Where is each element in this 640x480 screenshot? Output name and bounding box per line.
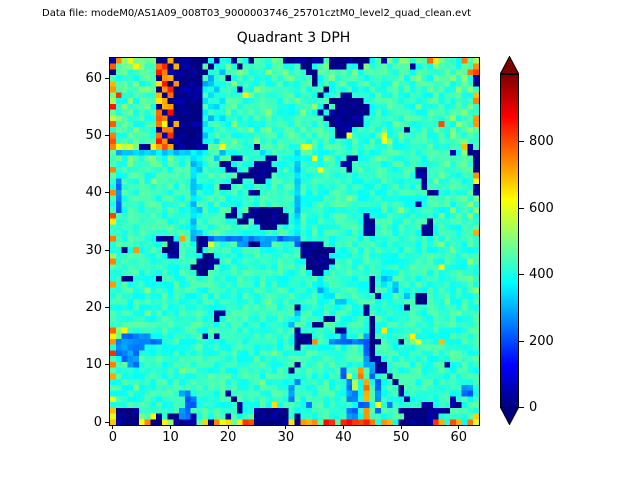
y-tick	[105, 306, 110, 308]
y-tick-label: 30	[85, 242, 102, 258]
colorbar-tick-label: 400	[529, 267, 554, 283]
x-tick-label: 30	[277, 430, 295, 445]
colorbar-arrow-up-icon	[500, 56, 519, 74]
x-tick	[227, 425, 229, 429]
x-tick	[112, 425, 114, 429]
heatmap-image	[110, 58, 479, 425]
y-tick	[105, 77, 110, 79]
x-tick-label: 10	[162, 430, 179, 445]
x-tick	[343, 425, 344, 429]
y-tick	[105, 421, 110, 423]
y-tick-label: 60	[85, 70, 102, 86]
x-tick-label: 40	[335, 430, 352, 445]
y-tick-label: 10	[85, 357, 102, 373]
y-tick-label: 20	[85, 299, 102, 315]
x-tick-label: 50	[392, 430, 410, 445]
x-tick	[170, 425, 172, 429]
colorbar-tick-label: 800	[529, 134, 554, 150]
y-tick	[105, 134, 110, 136]
y-tick	[105, 192, 110, 194]
colorbar-tick	[519, 141, 524, 143]
colorbar-tick-label: 0	[529, 400, 538, 415]
colorbar	[500, 74, 519, 408]
x-tick	[458, 425, 460, 429]
x-tick-label: 0	[108, 430, 118, 445]
y-tick-label: 0	[93, 414, 102, 430]
x-tick	[285, 425, 287, 429]
colorbar-tick-label: 600	[529, 200, 554, 216]
colorbar-gradient	[501, 75, 518, 407]
colorbar-tick	[519, 407, 524, 408]
plot-title: Quadrant 3 DPH	[236, 30, 351, 46]
y-tick-label: 40	[85, 185, 102, 201]
axes-frame	[109, 57, 480, 426]
x-tick-label: 20	[219, 430, 237, 445]
colorbar-tick	[519, 340, 524, 342]
y-tick	[105, 249, 110, 251]
x-tick-label: 60	[450, 430, 468, 445]
colorbar-tick	[519, 207, 524, 209]
colorbar-arrow-down-icon	[500, 407, 519, 425]
colorbar-tick	[519, 274, 524, 276]
y-tick	[105, 364, 110, 366]
y-tick-label: 50	[85, 127, 102, 143]
colorbar-tick-label: 200	[529, 333, 554, 349]
x-tick	[400, 425, 402, 429]
data-file-annotation: Data file: modeM0/AS1A09_008T03_90000037…	[42, 8, 472, 19]
